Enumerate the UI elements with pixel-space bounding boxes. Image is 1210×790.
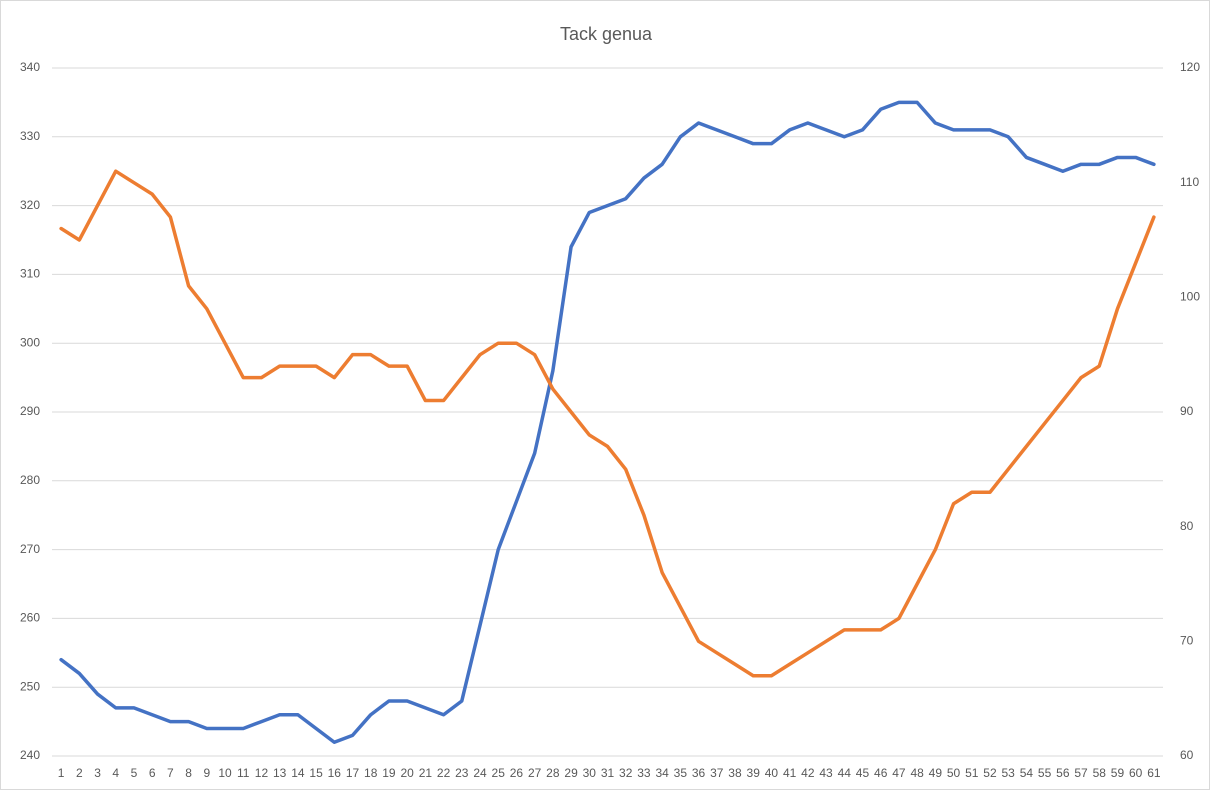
x-tick-label: 34 [655,766,669,780]
x-tick-label: 35 [674,766,688,780]
x-tick-label: 37 [710,766,724,780]
x-tick-label: 48 [910,766,924,780]
y-tick-label: 280 [20,473,40,487]
y-tick-label: 310 [20,267,40,281]
x-tick-label: 49 [929,766,943,780]
x-tick-label: 41 [783,766,797,780]
y-tick-label: 330 [20,129,40,143]
x-tick-label: 12 [255,766,269,780]
x-tick-label: 33 [637,766,651,780]
x-tick-label: 56 [1056,766,1070,780]
y-tick-label: 260 [20,611,40,625]
x-tick-label: 1 [58,766,65,780]
x-tick-label: 24 [473,766,487,780]
x-tick-label: 40 [765,766,779,780]
y-tick-label: 250 [20,679,40,693]
x-tick-label: 13 [273,766,287,780]
x-tick-label: 25 [492,766,506,780]
x-tick-label: 26 [510,766,524,780]
x-tick-label: 11 [237,766,250,780]
x-tick-label: 53 [1002,766,1016,780]
x-tick-label: 28 [546,766,560,780]
y2-tick-label: 70 [1180,634,1194,648]
x-tick-label: 52 [983,766,997,780]
y-tick-label: 290 [20,404,40,418]
x-tick-label: 31 [601,766,615,780]
x-tick-label: 47 [892,766,906,780]
x-tick-label: 6 [149,766,156,780]
y-tick-label: 300 [20,335,40,349]
chart-title: Tack genua [560,24,653,44]
x-tick-label: 14 [291,766,305,780]
x-tick-label: 21 [419,766,433,780]
x-tick-label: 43 [819,766,833,780]
x-tick-label: 61 [1147,766,1161,780]
x-tick-label: 38 [728,766,742,780]
x-tick-label: 36 [692,766,706,780]
x-tick-label: 59 [1111,766,1125,780]
x-tick-label: 19 [382,766,396,780]
x-tick-label: 32 [619,766,633,780]
x-tick-label: 15 [309,766,323,780]
x-tick-label: 3 [94,766,101,780]
x-tick-label: 54 [1020,766,1034,780]
x-tick-label: 7 [167,766,174,780]
x-tick-label: 46 [874,766,888,780]
y-tick-label: 320 [20,198,40,212]
y-tick-label: 270 [20,542,40,556]
y2-tick-label: 100 [1180,290,1200,304]
x-tick-label: 55 [1038,766,1052,780]
x-tick-label: 18 [364,766,378,780]
x-tick-label: 30 [583,766,597,780]
series-line [59,169,1156,678]
x-tick-label: 58 [1093,766,1107,780]
x-tick-label: 39 [747,766,761,780]
x-tick-label: 57 [1074,766,1088,780]
x-tick-label: 23 [455,766,469,780]
x-tick-label: 4 [112,766,119,780]
x-tick-label: 51 [965,766,979,780]
y2-tick-label: 60 [1180,748,1194,762]
series-line [59,100,1156,744]
x-tick-label: 9 [203,766,210,780]
x-tick-label: 60 [1129,766,1143,780]
x-tick-label: 29 [564,766,578,780]
y-tick-label: 340 [20,60,40,74]
x-tick-label: 2 [76,766,83,780]
x-tick-label: 10 [218,766,232,780]
x-tick-label: 20 [400,766,414,780]
x-tick-label: 45 [856,766,870,780]
x-tick-label: 44 [838,766,852,780]
y2-tick-label: 120 [1180,60,1200,74]
x-tick-label: 17 [346,766,360,780]
y2-tick-label: 110 [1180,175,1199,189]
y2-tick-label: 90 [1180,404,1194,418]
x-tick-label: 42 [801,766,815,780]
x-tick-label: 16 [328,766,342,780]
x-tick-label: 22 [437,766,451,780]
x-tick-label: 5 [131,766,138,780]
x-tick-label: 50 [947,766,961,780]
y2-tick-label: 80 [1180,519,1194,533]
x-tick-label: 27 [528,766,542,780]
x-tick-label: 8 [185,766,192,780]
y-tick-label: 240 [20,748,40,762]
